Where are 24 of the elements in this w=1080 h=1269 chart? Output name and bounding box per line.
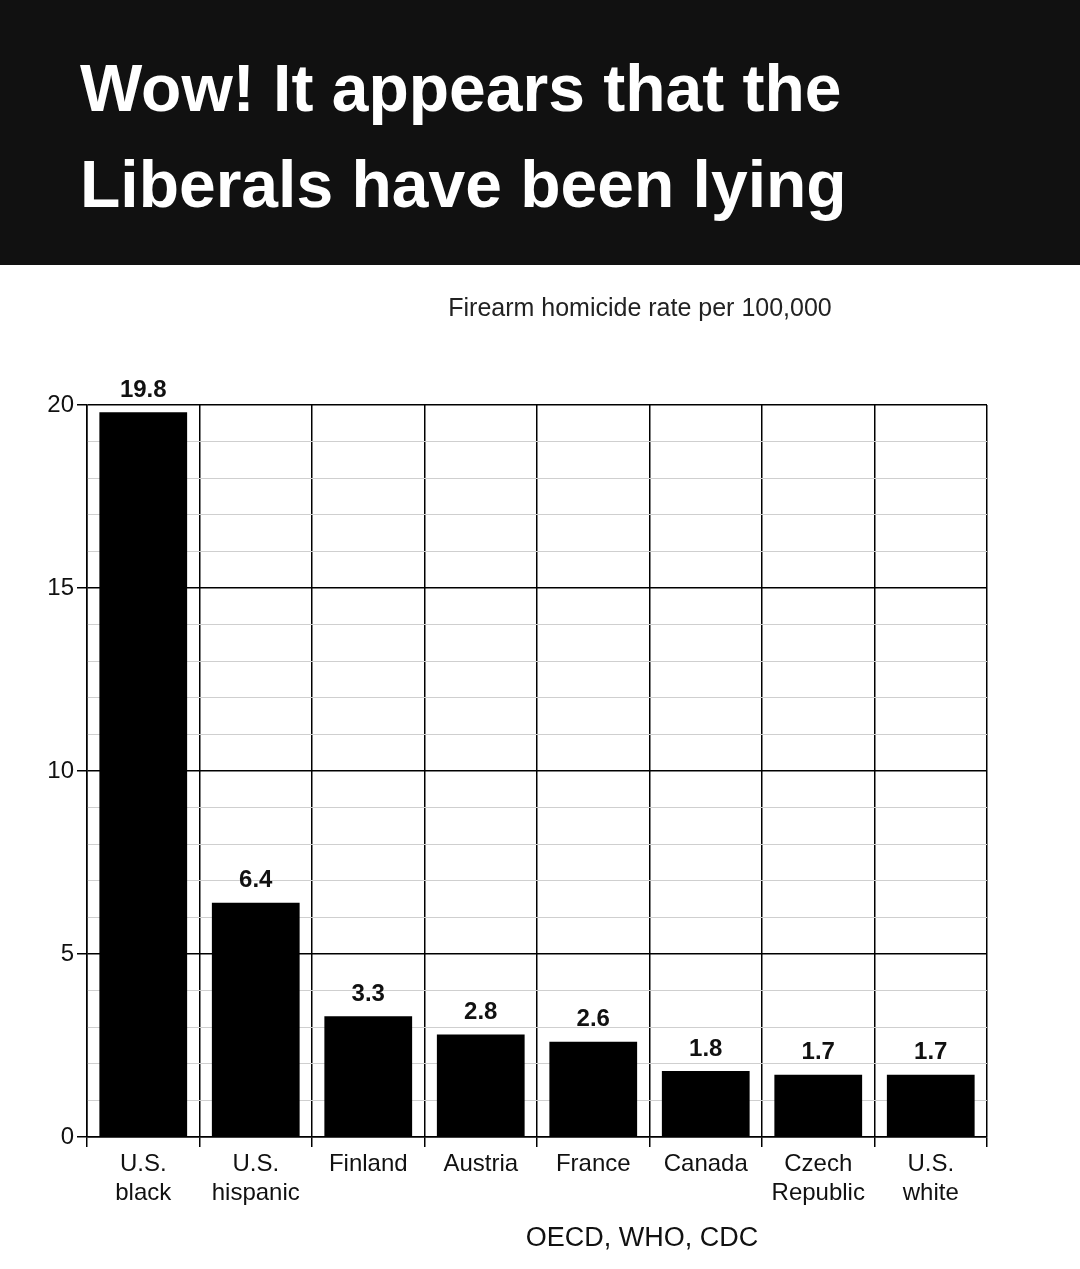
data-label: 1.7 bbox=[801, 1037, 835, 1065]
data-label: 1.7 bbox=[914, 1037, 948, 1065]
x-tick-label: France bbox=[555, 1149, 631, 1177]
x-tick-label: Austria bbox=[443, 1149, 519, 1177]
y-tick-label: 5 bbox=[60, 938, 74, 966]
y-tick-label: 15 bbox=[47, 572, 74, 600]
x-tick-label: Canada bbox=[663, 1149, 749, 1177]
y-tick-label: 0 bbox=[60, 1121, 74, 1149]
data-label: 1.8 bbox=[689, 1033, 723, 1061]
data-label: 2.8 bbox=[464, 997, 498, 1025]
data-label: 2.6 bbox=[576, 1004, 610, 1032]
chart-subtitle: Firearm homicide rate per 100,000 bbox=[447, 293, 833, 322]
x-tick-label: U.S. white bbox=[901, 1149, 959, 1205]
y-tick-label: 10 bbox=[47, 755, 74, 783]
data-label: 3.3 bbox=[351, 978, 385, 1006]
x-tick-label: U.S. hispanic bbox=[211, 1149, 300, 1205]
text: OECD, WHO, CDC bbox=[524, 1222, 760, 1253]
chart-title: Wow! It appears that the Liberals have been lying bbox=[80, 50, 848, 223]
x-tick-label: U.S. black bbox=[115, 1149, 173, 1205]
data-label: 6.4 bbox=[239, 865, 274, 893]
data-label: 19.8 bbox=[119, 374, 167, 402]
x-tick-label: Finland bbox=[328, 1149, 408, 1177]
x-tick-label: Czech Republic bbox=[771, 1149, 865, 1205]
y-tick-label: 20 bbox=[47, 389, 74, 417]
